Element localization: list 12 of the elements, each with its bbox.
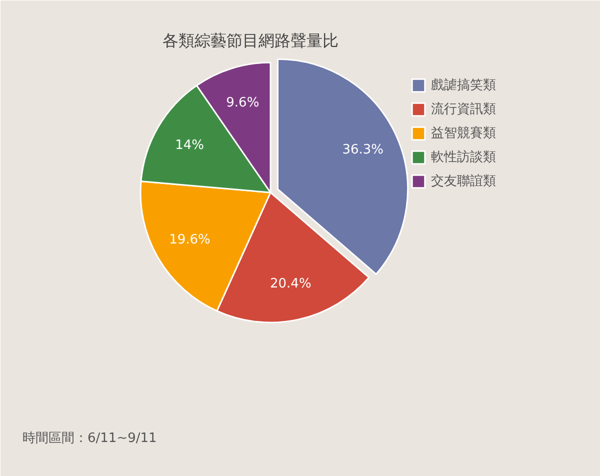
data-label: 20.4% — [270, 276, 312, 292]
data-label: 36.3% — [342, 142, 384, 158]
data-label: 9.6% — [226, 96, 260, 111]
legend-label: 軟性訪談類 — [431, 149, 496, 166]
data-label: 14% — [175, 138, 204, 153]
legend-label: 流行資訊類 — [431, 101, 496, 118]
legend-label: 交友聯誼類 — [431, 173, 496, 190]
legend-label: 益智競賽類 — [431, 125, 496, 142]
chart-title: 各類綜藝節目網路聲量比 — [162, 31, 338, 50]
legend-label: 戲謔搞笑類 — [431, 77, 496, 94]
data-label: 19.6% — [169, 232, 210, 248]
text: 時間區間：6/11~9/11 — [22, 431, 157, 446]
